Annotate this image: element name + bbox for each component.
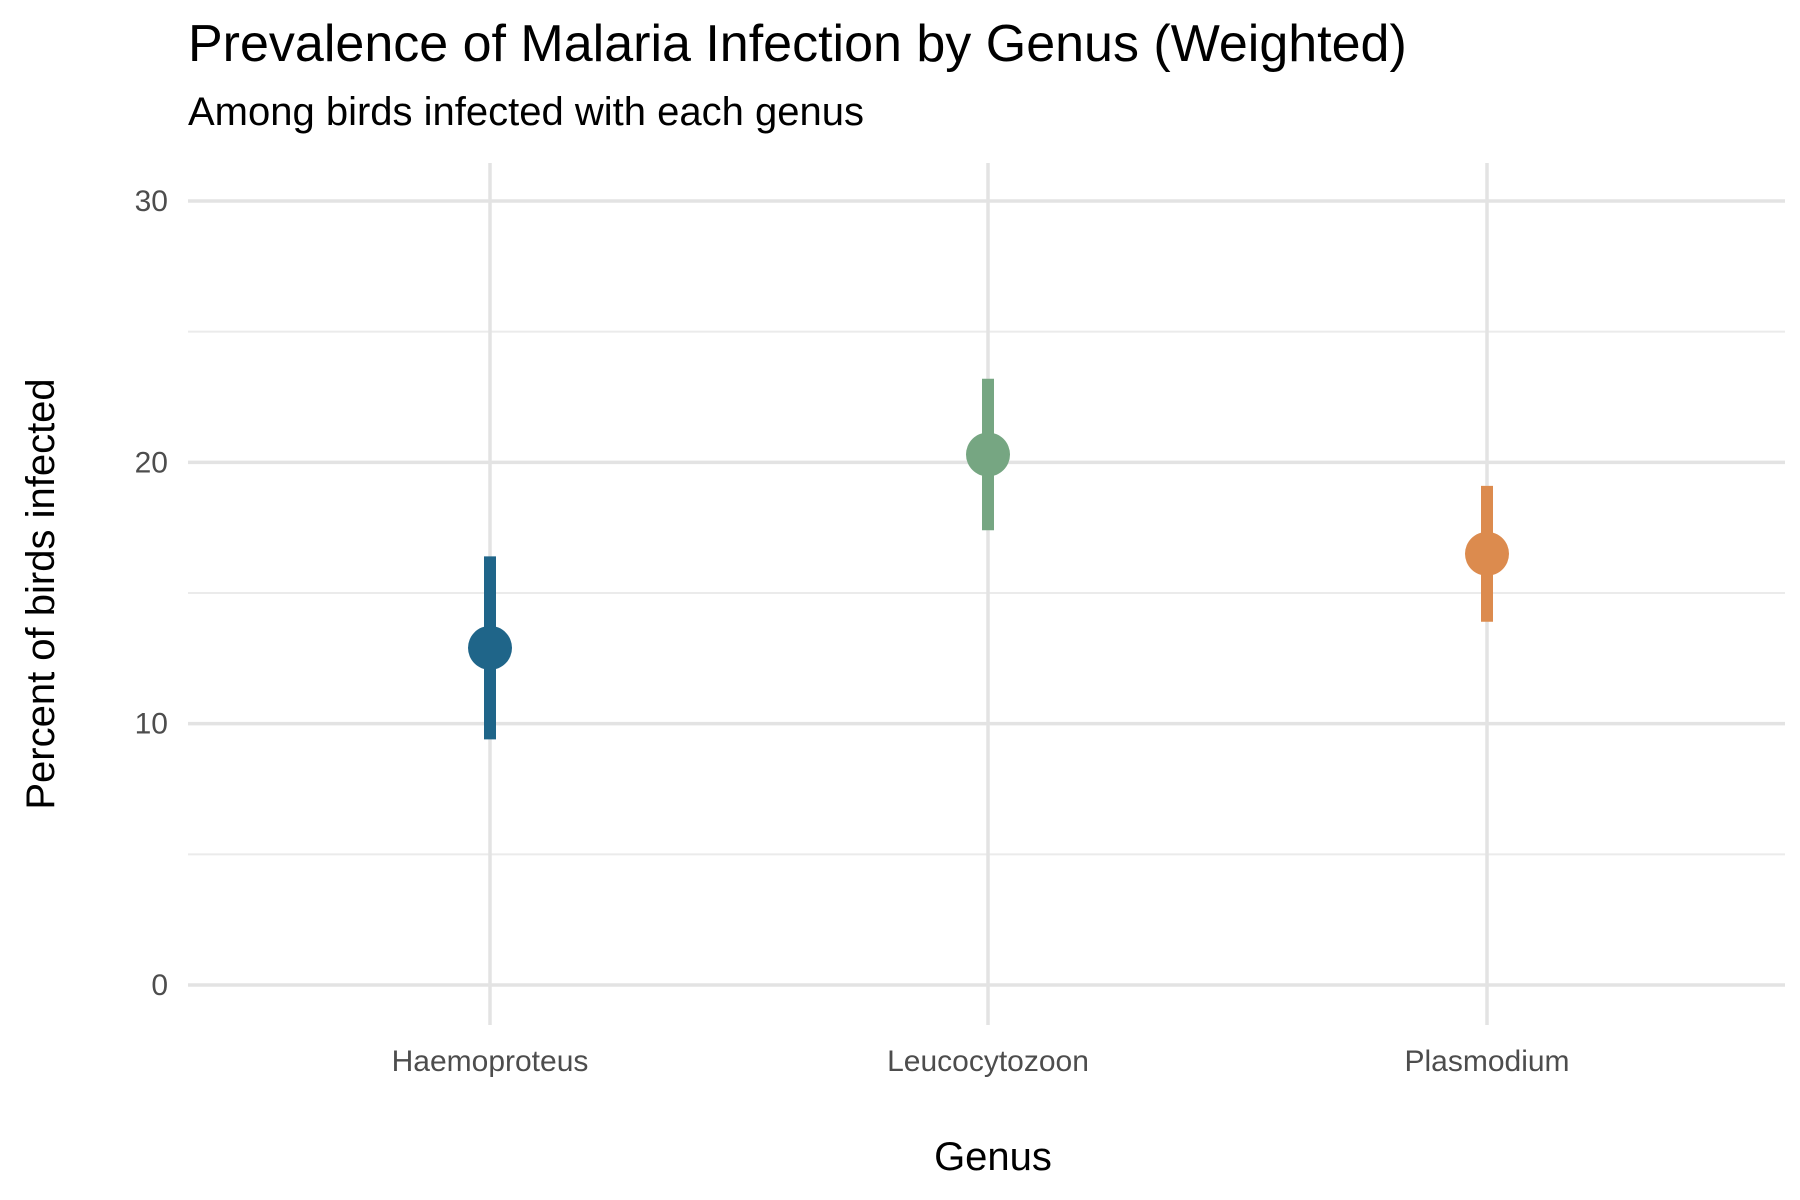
x-tick-labels: Haemoproteus Leucocytozoon Plasmodium bbox=[392, 1045, 1570, 1078]
grid-lines bbox=[188, 163, 1785, 1025]
y-tick-label: 0 bbox=[151, 969, 168, 1002]
x-tick-label: Leucocytozoon bbox=[887, 1045, 1089, 1078]
chart-title: Prevalence of Malaria Infection by Genus… bbox=[188, 15, 1407, 73]
x-tick-label: Haemoproteus bbox=[392, 1045, 589, 1078]
y-tick-labels: 0 10 20 30 bbox=[135, 185, 168, 1002]
y-tick-label: 10 bbox=[135, 708, 168, 741]
y-tick-label: 30 bbox=[135, 185, 168, 218]
y-axis-title: Percent of birds infected bbox=[19, 378, 63, 809]
data-points bbox=[468, 432, 1509, 670]
x-axis-title: Genus bbox=[934, 1135, 1052, 1179]
x-tick-label: Plasmodium bbox=[1404, 1045, 1569, 1078]
y-tick-label: 20 bbox=[135, 446, 168, 479]
chart-subtitle: Among birds infected with each genus bbox=[188, 90, 864, 134]
data-point bbox=[1465, 531, 1509, 576]
data-point bbox=[966, 432, 1010, 477]
data-point bbox=[468, 625, 512, 670]
